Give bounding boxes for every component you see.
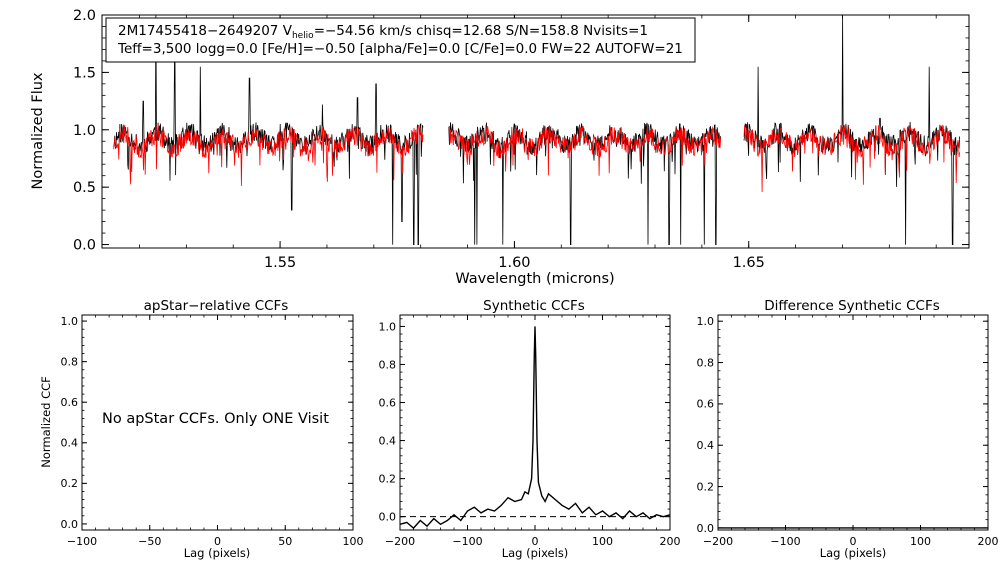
spectrum-frame [101, 14, 970, 249]
apstar-ccf-panel: apStar−relative CCFs −100 −50 0 50 100 0.0 0.2… [39, 298, 364, 560]
difference-ccf-frame [717, 314, 989, 531]
spectrum-panel: 1.55 1.60 1.65 0.0 0.5 1.0 1.5 2.0 2M17455418−2… [30, 8, 970, 287]
info-box-line-1: 2M17455418−2649207 Vhelio=−54.56 km/s ch… [118, 23, 648, 41]
spectrum-x-tick-label: 1.55 [264, 255, 296, 271]
apstar-ccf-y-tick-label: 0.6 [61, 396, 79, 409]
apstar-ccf-y-tick-label: 1.0 [61, 315, 79, 328]
synthetic-ccf-line [399, 326, 671, 530]
spectrum-y-axis-label: Normalized Flux [30, 72, 46, 189]
apstar-ccf-ticks: −100 −50 0 50 100 0.0 0.2 0.4 0.6 0.8 1.0 [61, 315, 364, 548]
spectrum-y-tick-label: 0.0 [73, 238, 96, 254]
difference-ccf-panel: Difference Synthetic CCFs −200 −100 0 100 20… [697, 298, 999, 560]
difference-ccf-ticks: −200 −100 0 100 200 0.0 0.2 0.4 0.6 0.8 1.0 [697, 315, 999, 548]
apstar-ccf-x-tick-label: −50 [138, 535, 161, 548]
synthetic-ccf-y-tick-label: 0.8 [379, 358, 397, 371]
difference-ccf-x-tick-label: 200 [978, 535, 999, 548]
synthetic-ccf-y-tick-label: 1.0 [379, 320, 397, 333]
info-star: 2M17455418−2649207 [118, 23, 278, 39]
spectrum-x-tick-label: 1.65 [733, 255, 765, 271]
synthetic-ccf-x-tick-label: −100 [452, 535, 482, 548]
difference-ccf-y-tick-label: 0.4 [697, 439, 715, 452]
difference-ccf-y-tick-label: 0.6 [697, 398, 715, 411]
info-vhelio-v: V [283, 23, 293, 39]
difference-ccf-y-tick-label: 1.0 [697, 315, 715, 328]
synthetic-ccf-ticks: −200 −100 0 100 200 0.0 0.2 0.4 0.6 0.8 1.0 [379, 315, 681, 548]
synthetic-ccf-x-tick-label: −200 [385, 535, 415, 548]
synthetic-ccf-x-axis-label: Lag (pixels) [502, 546, 569, 560]
spectrum-line-model [113, 124, 960, 193]
difference-ccf-x-tick-label: −100 [770, 535, 800, 548]
spectrum-x-axis-label: Wavelength (microns) [455, 271, 614, 287]
difference-ccf-y-tick-label: 0.2 [697, 480, 715, 493]
spectrum-y-tick-label: 1.0 [73, 123, 96, 139]
apstar-ccf-x-tick-label: 0 [214, 535, 221, 548]
apstar-ccf-y-axis-label: Normalized CCF [39, 376, 53, 468]
synthetic-ccf-x-tick-label: 200 [660, 535, 681, 548]
spectrum-y-tick-label: 2.0 [73, 8, 96, 24]
info-line1-rest: =−54.56 km/s chisq=12.68 S/N=158.8 Nvisi… [314, 23, 648, 39]
difference-ccf-x-tick-label: −200 [703, 535, 733, 548]
info-box [105, 17, 696, 63]
difference-ccf-y-tick-label: 0.0 [697, 522, 715, 535]
apstar-ccf-y-tick-label: 0.0 [61, 518, 79, 531]
apstar-ccf-x-axis-label: Lag (pixels) [184, 546, 251, 560]
apstar-ccf-annotation: No apStar CCFs. Only ONE Visit [102, 411, 329, 427]
apstar-ccf-y-tick-label: 0.4 [61, 437, 79, 450]
spectrum-x-tick-label: 1.60 [498, 255, 530, 271]
difference-ccf-title: Difference Synthetic CCFs [764, 298, 940, 314]
apstar-ccf-y-tick-label: 0.8 [61, 356, 79, 369]
apstar-ccf-y-tick-label: 0.2 [61, 477, 79, 490]
synthetic-ccf-x-tick-label: 0 [532, 535, 539, 548]
info-vhelio-sub: helio [292, 31, 314, 41]
synthetic-ccf-title: Synthetic CCFs [483, 298, 585, 314]
apstar-ccf-title: apStar−relative CCFs [144, 298, 289, 314]
spectrum-y-tick-label: 0.5 [73, 180, 96, 196]
difference-ccf-x-axis-label: Lag (pixels) [820, 546, 887, 560]
synthetic-ccf-x-tick-label: 100 [592, 535, 613, 548]
synthetic-ccf-series [399, 326, 671, 530]
apstar-ccf-x-tick-label: 100 [343, 535, 364, 548]
difference-ccf-x-tick-label: 0 [850, 535, 857, 548]
difference-ccf-y-tick-label: 0.8 [697, 356, 715, 369]
apstar-ccf-x-tick-label: 50 [278, 535, 292, 548]
spectrum-y-tick-label: 1.5 [73, 65, 96, 81]
difference-ccf-x-tick-label: 100 [910, 535, 931, 548]
synthetic-ccf-panel: Synthetic CCFs −200 −100 0 100 200 0.0 0.2 0.4 0… [379, 298, 681, 560]
synthetic-ccf-y-tick-label: 0.2 [379, 472, 397, 485]
synthetic-ccf-y-tick-label: 0.6 [379, 396, 397, 409]
apstar-ccf-x-tick-label: −100 [67, 535, 97, 548]
spectrum-series [113, 14, 960, 245]
synthetic-ccf-y-tick-label: 0.0 [379, 511, 397, 524]
synthetic-ccf-y-tick-label: 0.4 [379, 434, 397, 447]
info-box-line-2: Teff=3,500 logg=0.0 [Fe/H]=−0.50 [alpha/… [117, 41, 683, 57]
